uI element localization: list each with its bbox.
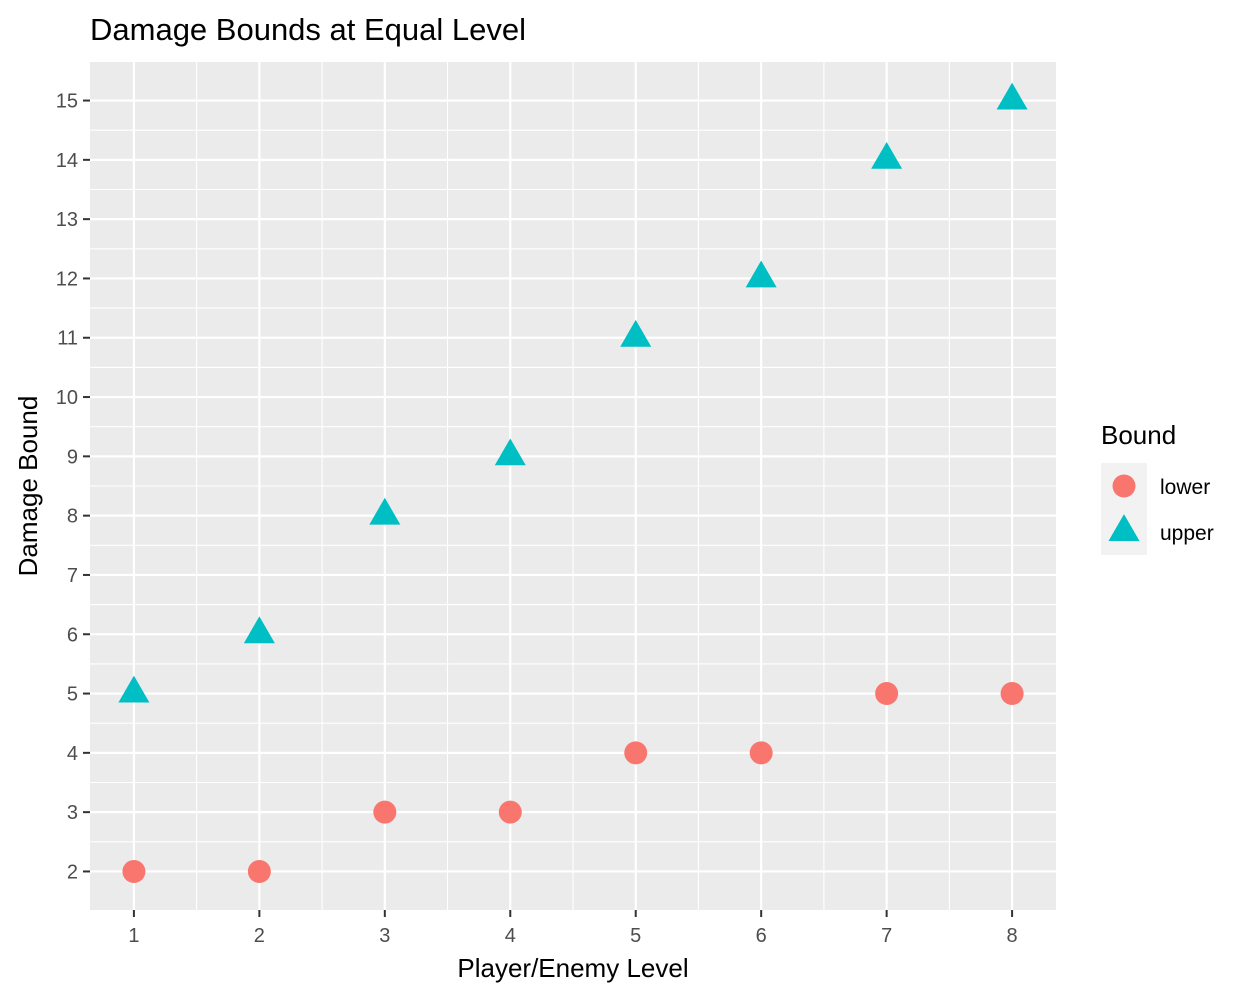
lower-point: [624, 741, 648, 765]
upper-point: [871, 141, 903, 169]
upper-point: [620, 319, 652, 347]
y-tick-label: 12: [56, 268, 78, 290]
x-tick-label: 2: [254, 925, 265, 947]
legend-label: lower: [1160, 476, 1210, 499]
y-tick-label: 4: [67, 743, 78, 765]
legend-key-upper: [1108, 514, 1140, 541]
x-tick-label: 4: [505, 925, 516, 947]
lower-point: [749, 741, 773, 765]
y-axis-title: Damage Bound: [13, 396, 43, 577]
upper-point: [118, 675, 150, 703]
upper-point: [745, 260, 777, 288]
legend-keys: lower upper: [1101, 463, 1214, 555]
upper-point: [996, 82, 1028, 110]
x-tick-label: 3: [379, 925, 390, 947]
y-tick-label: 13: [56, 209, 78, 231]
y-tick-label: 6: [67, 624, 78, 646]
upper-point: [369, 497, 401, 525]
y-tick-label: 10: [56, 387, 78, 409]
y-tick-label: 14: [56, 150, 78, 172]
legend-title: Bound: [1101, 420, 1176, 450]
legend-label: upper: [1160, 522, 1214, 545]
lower-point: [122, 859, 146, 883]
upper-point: [494, 438, 526, 466]
minor-gridlines: [90, 62, 1056, 910]
lower-point: [1000, 682, 1024, 706]
y-axis-ticks: 2 3 4 5 6 7 8 9 10 11 12 13 14 15: [56, 91, 90, 883]
major-gridlines: [90, 62, 1056, 910]
x-axis-title: Player/Enemy Level: [457, 953, 688, 983]
chart-title: Damage Bounds at Equal Level: [90, 12, 526, 47]
lower-point: [498, 800, 522, 824]
lower-point: [373, 800, 397, 824]
data-points: [118, 82, 1028, 883]
upper-point: [243, 616, 275, 644]
lower-point: [247, 859, 271, 883]
y-tick-label: 2: [67, 861, 78, 883]
y-tick-label: 9: [67, 446, 78, 468]
legend-key-lower: [1112, 474, 1136, 498]
y-tick-label: 3: [67, 802, 78, 824]
x-tick-label: 6: [756, 925, 767, 947]
y-tick-label: 15: [56, 91, 78, 113]
y-tick-label: 11: [57, 328, 78, 350]
x-tick-label: 5: [630, 925, 641, 947]
x-tick-label: 1: [128, 925, 139, 947]
x-tick-label: 8: [1007, 925, 1018, 947]
y-tick-label: 8: [67, 506, 78, 528]
x-tick-label: 7: [881, 925, 892, 947]
y-tick-label: 7: [67, 565, 78, 587]
lower-point: [875, 682, 899, 706]
y-tick-label: 5: [67, 684, 78, 706]
x-axis-ticks: 1 2 3 4 5 6 7 8: [128, 910, 1018, 947]
legend: Bound lower upper: [1101, 420, 1214, 555]
